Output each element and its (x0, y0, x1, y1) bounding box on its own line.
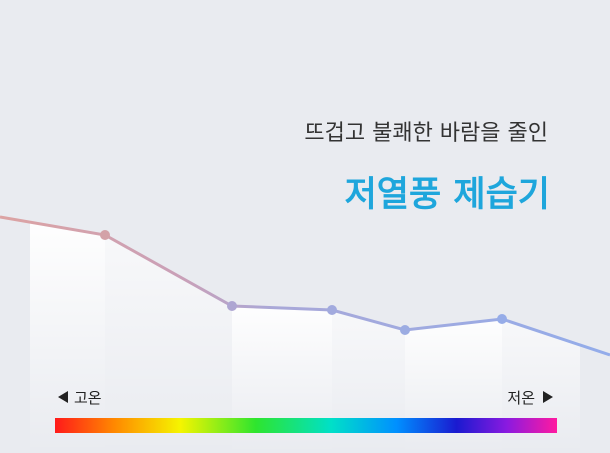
temperature-bar (55, 418, 557, 433)
column (232, 306, 332, 453)
subtitle: 뜨겁고 불쾌한 바람을 줄인 (304, 121, 548, 146)
column (332, 310, 405, 453)
column (30, 222, 105, 453)
title: 저열풍 제습기 (345, 175, 550, 215)
point (497, 314, 507, 324)
right-arrow (543, 391, 553, 403)
point (327, 305, 337, 315)
point (227, 301, 237, 311)
point (100, 230, 110, 240)
line-points (100, 230, 507, 335)
low-label: 저온 (507, 389, 535, 407)
point (400, 325, 410, 335)
left-arrow (58, 391, 68, 403)
high-label: 고온 (74, 389, 102, 407)
